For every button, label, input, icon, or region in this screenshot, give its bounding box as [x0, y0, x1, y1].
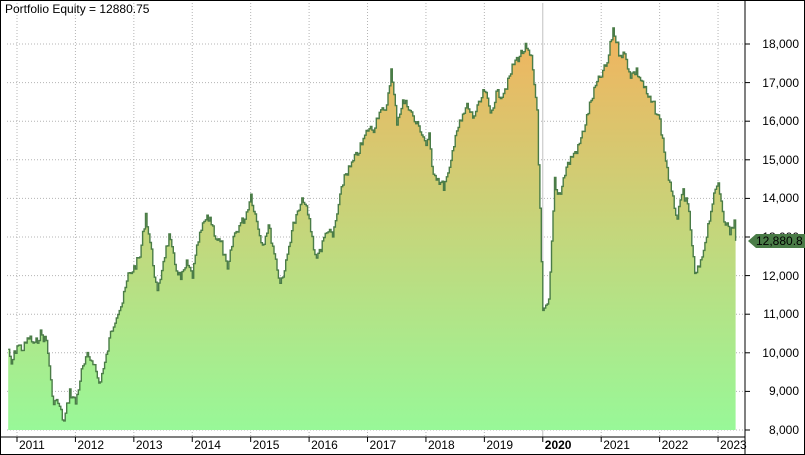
y-tick-label: 9,000	[768, 384, 799, 399]
x-tick-label: 2015	[252, 438, 280, 452]
x-tick-label: 2020	[544, 438, 572, 452]
x-tick-label: 2014	[194, 438, 221, 452]
x-tick-label: 2023	[720, 438, 747, 452]
y-tick-label: 8,000	[768, 423, 799, 437]
x-tick-label: 2011	[19, 438, 45, 452]
y-tick-label: 11,000	[763, 307, 799, 322]
y-tick-label: 14,000	[762, 191, 799, 206]
chart-title: Portfolio Equity = 12880.75	[5, 2, 150, 16]
x-tick-label: 2022	[661, 438, 689, 452]
x-tick-label: 2012	[77, 438, 105, 452]
last-value-label: 12,880.8	[756, 234, 803, 248]
x-tick-label: 2021	[603, 438, 630, 452]
x-tick-label: 2018	[427, 438, 455, 452]
x-tick-label: 2019	[486, 438, 514, 452]
x-tick-label: 2013	[135, 438, 163, 452]
x-tick-label: 2016	[311, 438, 338, 452]
x-tick-label: 2017	[369, 438, 397, 452]
last-value-badge: 12,880.8	[748, 234, 805, 248]
y-tick-label: 15,000	[762, 152, 799, 167]
y-tick-label: 12,000	[762, 268, 799, 283]
last-value-marker-icon	[748, 234, 805, 248]
equity-series	[8, 27, 737, 431]
axes	[0, 0, 750, 454]
y-tick-label: 16,000	[762, 114, 799, 129]
y-tick-label: 10,000	[762, 345, 799, 360]
y-tick-label: 18,000	[762, 37, 799, 51]
y-tick-label: 17,000	[762, 75, 799, 90]
